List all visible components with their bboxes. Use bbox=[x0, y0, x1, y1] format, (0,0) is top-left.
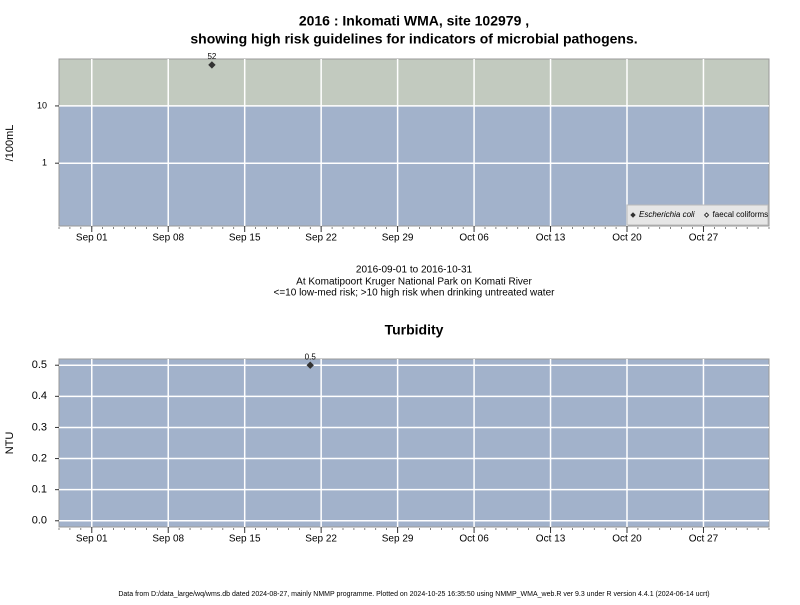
y-tick-label: 0.2 bbox=[32, 452, 47, 464]
x-tick-label: Sep 15 bbox=[229, 233, 261, 244]
x-tick-label: Sep 15 bbox=[229, 534, 261, 545]
y-tick-label: 1 bbox=[42, 158, 47, 168]
plot-frame bbox=[58, 58, 770, 227]
x-tick-label: Oct 20 bbox=[612, 534, 642, 545]
note: <=10 low-med risk; >10 high risk when dr… bbox=[274, 288, 556, 299]
y-tick-label: 0.1 bbox=[32, 484, 47, 496]
x-tick-label: Sep 29 bbox=[382, 233, 414, 244]
note: At Komatipoort Kruger National Park on K… bbox=[296, 277, 532, 288]
y-tick-label: 0.3 bbox=[32, 421, 47, 433]
data-point bbox=[208, 61, 216, 69]
x-tick-label: Oct 06 bbox=[459, 534, 489, 545]
legend-marker bbox=[630, 212, 636, 218]
y-axis-label: /100mL bbox=[4, 125, 16, 162]
plot-background bbox=[59, 359, 769, 527]
chart-subtitle: showing high risk guidelines for indicat… bbox=[190, 31, 637, 47]
x-tick-label: Oct 27 bbox=[689, 233, 719, 244]
legend-label: Escherichia coli bbox=[639, 210, 695, 219]
legend-label: faecal coliforms bbox=[713, 210, 769, 219]
x-tick-label: Oct 20 bbox=[612, 233, 642, 244]
x-tick-label: Sep 22 bbox=[305, 233, 337, 244]
chart-title: Turbidity bbox=[385, 322, 444, 338]
data-label: 0.5 bbox=[305, 352, 317, 361]
chart-title: 2016 : Inkomati WMA, site 102979 , bbox=[299, 13, 529, 29]
footer: Data from D:/data_large/wq/wms.db dated … bbox=[118, 591, 709, 598]
x-tick-label: Oct 27 bbox=[689, 534, 719, 545]
x-tick-label: Sep 29 bbox=[382, 534, 414, 545]
data-label: 52 bbox=[207, 52, 216, 61]
plot-frame bbox=[58, 358, 770, 528]
x-tick-label: Sep 01 bbox=[76, 233, 108, 244]
x-tick-label: Sep 22 bbox=[305, 534, 337, 545]
y-tick-label: 0.0 bbox=[32, 515, 47, 527]
y-tick-label: 10 bbox=[37, 100, 47, 110]
x-tick-label: Oct 06 bbox=[459, 233, 489, 244]
legend-box bbox=[626, 204, 769, 226]
x-tick-label: Oct 13 bbox=[536, 534, 566, 545]
data-point bbox=[306, 361, 314, 369]
x-tick-label: Sep 01 bbox=[76, 534, 108, 545]
x-tick-label: Sep 08 bbox=[152, 534, 184, 545]
legend-marker bbox=[703, 212, 710, 218]
x-tick-label: Sep 08 bbox=[152, 233, 184, 244]
note: 2016-09-01 to 2016-10-31 bbox=[356, 265, 473, 276]
risk-band-high bbox=[59, 59, 769, 106]
y-axis-label: NTU bbox=[4, 432, 16, 455]
y-tick-label: 0.5 bbox=[32, 359, 47, 371]
x-tick-label: Oct 13 bbox=[536, 233, 566, 244]
y-tick-label: 0.4 bbox=[32, 390, 47, 402]
